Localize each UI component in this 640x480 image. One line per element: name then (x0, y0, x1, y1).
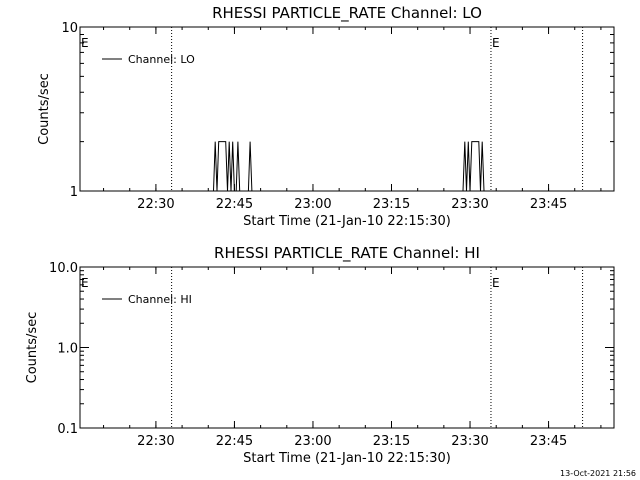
panel2-event-marker-label: E (492, 276, 500, 290)
panel1-x-tick-label: 23:45 (530, 197, 567, 212)
panel2-event-marker-label: E (81, 276, 89, 290)
panel1-x-axis-label: Start Time (21-Jan-10 22:15:30) (243, 214, 451, 229)
panel1-plot-frame (79, 26, 615, 192)
panel1-chart-title: RHESSI PARTICLE_RATE Channel: LO (212, 4, 482, 23)
panel2-legend-label: Channel: HI (128, 293, 192, 306)
panel1-x-tick-label: 23:15 (373, 197, 410, 212)
panel1-x-tick-label: 23:30 (451, 197, 488, 212)
panel2-x-tick-label: 23:30 (451, 434, 488, 449)
panel2-chart-title: RHESSI PARTICLE_RATE Channel: HI (214, 244, 480, 263)
panel1-y-tick-label: 10 (61, 21, 78, 36)
panel2-x-tick-label: 22:45 (216, 434, 253, 449)
panel1-x-tick-label: 22:45 (216, 197, 253, 212)
panel2-x-tick-label: 23:15 (373, 434, 410, 449)
panel2-x-axis-label: Start Time (21-Jan-10 22:15:30) (243, 451, 451, 466)
panel1-event-marker-label: E (492, 36, 500, 50)
generation-timestamp: 13-Oct-2021 21:56 (560, 469, 636, 478)
panel1-series-line (462, 141, 485, 192)
panel2-y-tick-label: 0.1 (57, 422, 78, 437)
panel2-x-tick-label: 23:00 (294, 434, 331, 449)
panel1-x-tick-label: 22:30 (137, 197, 174, 212)
panel2-plot-frame (79, 266, 615, 429)
panel2-y-axis-label: Counts/sec (25, 312, 40, 384)
panel1-series-line (213, 141, 253, 192)
panel2-x-tick-label: 22:30 (137, 434, 174, 449)
panel2-x-tick-label: 23:45 (530, 434, 567, 449)
panel1-y-axis-label: Counts/sec (37, 73, 52, 145)
panel1-legend-label: Channel: LO (128, 53, 195, 66)
panel1-y-tick-label: 1 (70, 185, 78, 200)
panel2-y-tick-label: 10.0 (49, 261, 78, 276)
panel1-x-tick-label: 23:00 (294, 197, 331, 212)
panel2-y-tick-label: 1.0 (57, 342, 78, 357)
panel1-event-marker-label: E (81, 36, 89, 50)
